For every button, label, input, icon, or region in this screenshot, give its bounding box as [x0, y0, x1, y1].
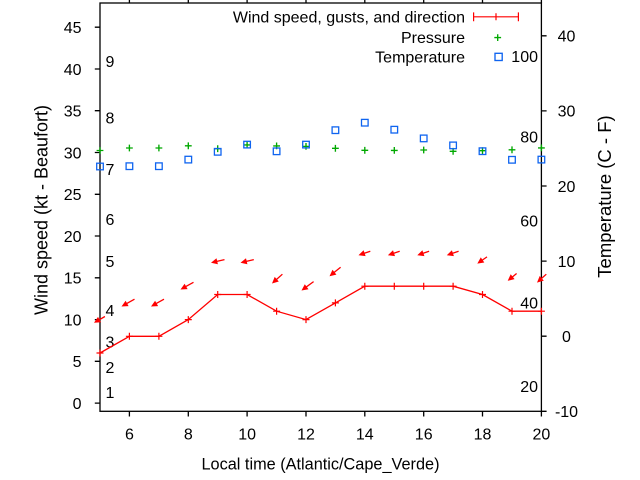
svg-text:6: 6: [106, 212, 115, 229]
svg-text:40: 40: [558, 29, 576, 46]
svg-text:100: 100: [511, 49, 538, 66]
svg-text:7: 7: [106, 162, 115, 179]
svg-text:-10: -10: [555, 404, 578, 421]
svg-text:Temperature (C - F): Temperature (C - F): [594, 115, 615, 277]
svg-text:18: 18: [474, 427, 492, 444]
svg-text:14: 14: [356, 427, 374, 444]
svg-text:80: 80: [520, 130, 538, 147]
svg-text:Wind speed (kt - Beaufort): Wind speed (kt - Beaufort): [32, 105, 52, 315]
svg-text:Temperature: Temperature: [375, 49, 465, 66]
svg-text:30: 30: [64, 145, 82, 162]
svg-text:10: 10: [558, 254, 576, 271]
svg-text:35: 35: [64, 104, 82, 121]
svg-text:5: 5: [106, 254, 115, 271]
svg-text:9: 9: [106, 54, 115, 71]
svg-text:8: 8: [106, 110, 115, 127]
svg-text:20: 20: [533, 427, 551, 444]
svg-text:15: 15: [64, 271, 82, 288]
svg-text:Pressure: Pressure: [401, 30, 465, 47]
svg-text:Wind speed, gusts, and directi: Wind speed, gusts, and direction: [233, 10, 465, 27]
svg-text:16: 16: [415, 427, 433, 444]
svg-text:10: 10: [238, 427, 256, 444]
svg-text:20: 20: [558, 179, 576, 196]
svg-text:12: 12: [297, 427, 315, 444]
svg-text:25: 25: [64, 187, 82, 204]
svg-text:8: 8: [184, 427, 193, 444]
svg-text:45: 45: [64, 20, 82, 37]
svg-text:60: 60: [520, 213, 538, 230]
svg-text:3: 3: [106, 334, 115, 351]
svg-text:1: 1: [106, 385, 115, 402]
svg-text:20: 20: [520, 379, 538, 396]
svg-text:4: 4: [106, 303, 115, 320]
svg-text:0: 0: [562, 329, 571, 346]
svg-text:20: 20: [64, 229, 82, 246]
svg-text:40: 40: [520, 295, 538, 312]
svg-text:10: 10: [64, 312, 82, 329]
svg-text:40: 40: [64, 62, 82, 79]
svg-text:0: 0: [73, 396, 82, 413]
svg-text:2: 2: [106, 360, 115, 377]
svg-text:5: 5: [73, 354, 82, 371]
svg-text:6: 6: [125, 427, 134, 444]
svg-text:30: 30: [558, 104, 576, 121]
svg-text:Local time (Atlantic/Cape_Verd: Local time (Atlantic/Cape_Verde): [201, 456, 439, 474]
